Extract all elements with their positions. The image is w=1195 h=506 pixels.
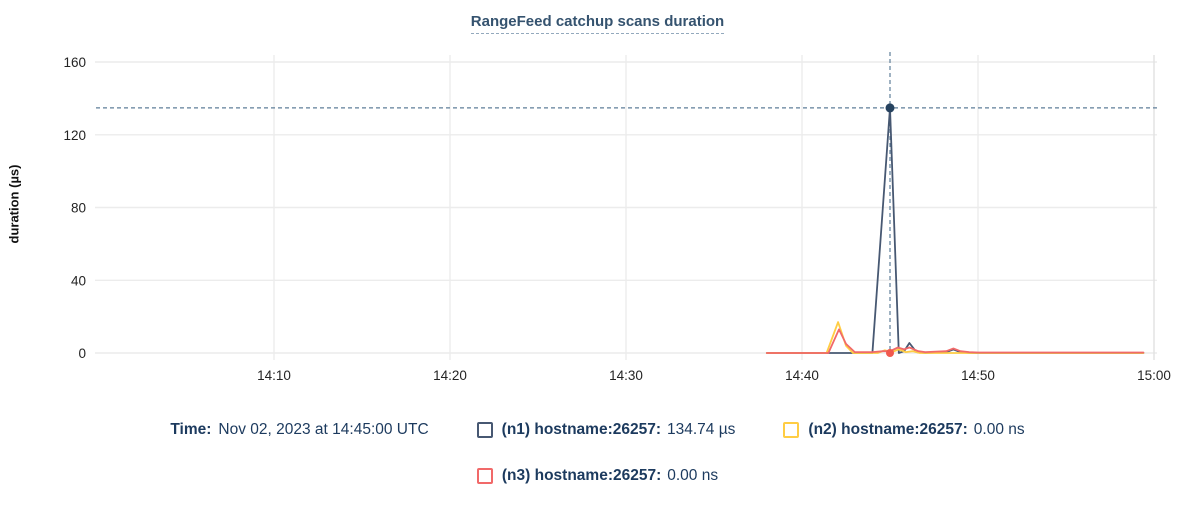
legend-value-n1: 134.74 µs — [667, 421, 736, 438]
legend-item-n2[interactable]: (n2) hostname:26257: 0.00 ns — [783, 420, 1025, 440]
legend-swatch-n3[interactable] — [476, 468, 493, 484]
legend-time-label: Time: — [170, 421, 212, 438]
chart-title[interactable]: RangeFeed catchup scans duration — [470, 13, 725, 34]
legend-time: Time: Nov 02, 2023 at 14:45:00 UTC — [170, 420, 428, 440]
x-tick-label-14:10: 14:10 — [257, 368, 291, 383]
legend-time-value: Nov 02, 2023 at 14:45:00 UTC — [218, 421, 429, 438]
y-tick-label-0: 0 — [78, 346, 86, 361]
legend-value-n3: 0.00 ns — [667, 467, 719, 484]
legend-item-n1[interactable]: (n1) hostname:26257: 134.74 µs — [476, 420, 736, 440]
hover-point-n1 — [885, 103, 895, 113]
x-tick-label-14:40: 14:40 — [785, 368, 819, 383]
chart-legend: Time: Nov 02, 2023 at 14:45:00 UTC (n1) h… — [0, 420, 1195, 486]
hover-point-n3 — [886, 349, 894, 357]
legend-label-n2: (n2) hostname:26257: — [808, 421, 968, 438]
x-tick-label-14:50: 14:50 — [961, 368, 995, 383]
legend-swatch-n1[interactable] — [476, 422, 493, 438]
series-line-n1 — [765, 107, 1145, 354]
y-tick-label-80: 80 — [71, 201, 86, 216]
y-tick-label-120: 120 — [63, 128, 86, 143]
x-tick-label-15:00: 15:00 — [1137, 368, 1171, 383]
legend-swatch-n2[interactable] — [783, 422, 800, 438]
x-tick-label-14:20: 14:20 — [433, 368, 467, 383]
legend-label-n1: (n1) hostname:26257: — [501, 421, 662, 438]
legend-value-n2: 0.00 ns — [973, 421, 1025, 438]
legend-label-n3: (n3) hostname:26257: — [501, 467, 662, 484]
y-tick-label-40: 40 — [71, 273, 86, 288]
chart-title-row: RangeFeed catchup scans duration — [0, 13, 1195, 34]
series-line-n3 — [765, 328, 1145, 354]
x-tick-label-14:30: 14:30 — [609, 368, 643, 383]
y-tick-label-160: 160 — [63, 55, 86, 70]
legend-item-n3[interactable]: (n3) hostname:26257: 0.00 ns — [476, 466, 719, 486]
